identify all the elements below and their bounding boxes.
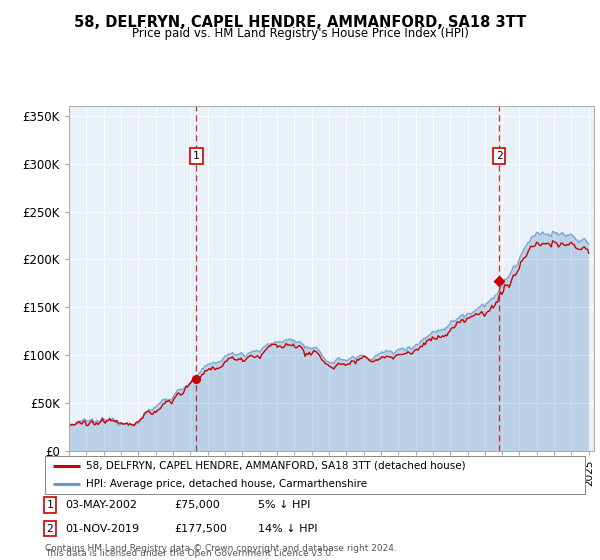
Text: 1: 1 bbox=[193, 151, 200, 161]
Text: 2: 2 bbox=[496, 151, 503, 161]
Text: £75,000: £75,000 bbox=[174, 500, 220, 510]
Text: 03-MAY-2002: 03-MAY-2002 bbox=[65, 500, 137, 510]
Text: 01-NOV-2019: 01-NOV-2019 bbox=[65, 524, 139, 534]
Text: 5% ↓ HPI: 5% ↓ HPI bbox=[258, 500, 310, 510]
Text: 58, DELFRYN, CAPEL HENDRE, AMMANFORD, SA18 3TT: 58, DELFRYN, CAPEL HENDRE, AMMANFORD, SA… bbox=[74, 15, 526, 30]
Text: £177,500: £177,500 bbox=[174, 524, 227, 534]
Text: HPI: Average price, detached house, Carmarthenshire: HPI: Average price, detached house, Carm… bbox=[86, 479, 367, 489]
Text: Contains HM Land Registry data © Crown copyright and database right 2024.: Contains HM Land Registry data © Crown c… bbox=[45, 544, 397, 553]
Text: 14% ↓ HPI: 14% ↓ HPI bbox=[258, 524, 317, 534]
Text: 1: 1 bbox=[46, 500, 53, 510]
Text: This data is licensed under the Open Government Licence v3.0.: This data is licensed under the Open Gov… bbox=[45, 549, 334, 558]
Text: 58, DELFRYN, CAPEL HENDRE, AMMANFORD, SA18 3TT (detached house): 58, DELFRYN, CAPEL HENDRE, AMMANFORD, SA… bbox=[86, 461, 465, 471]
Text: Price paid vs. HM Land Registry's House Price Index (HPI): Price paid vs. HM Land Registry's House … bbox=[131, 27, 469, 40]
Text: 2: 2 bbox=[46, 524, 53, 534]
